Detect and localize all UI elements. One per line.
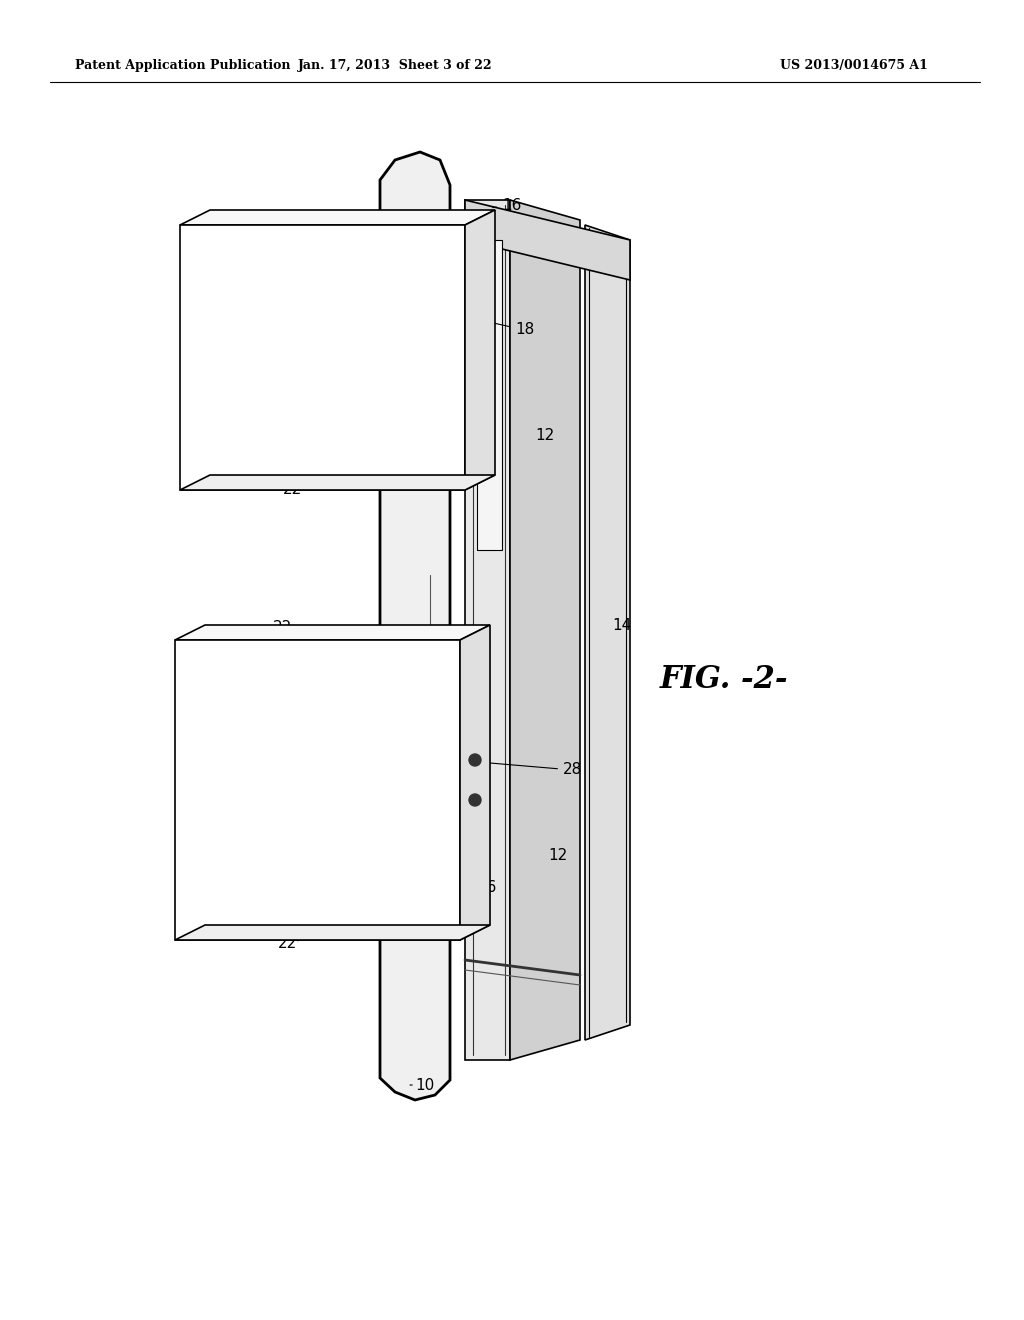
Text: 18: 18 xyxy=(482,321,535,338)
Polygon shape xyxy=(510,201,580,1060)
Polygon shape xyxy=(465,201,510,1060)
Polygon shape xyxy=(585,224,630,1040)
Polygon shape xyxy=(180,475,495,490)
Polygon shape xyxy=(465,210,495,490)
Text: 12: 12 xyxy=(548,847,567,862)
Text: 12: 12 xyxy=(535,428,554,442)
Polygon shape xyxy=(465,201,630,280)
Circle shape xyxy=(469,754,481,766)
Text: 28: 28 xyxy=(481,762,583,777)
Circle shape xyxy=(469,795,481,807)
Text: 14: 14 xyxy=(612,618,631,632)
Text: US 2013/0014675 A1: US 2013/0014675 A1 xyxy=(780,58,928,71)
Polygon shape xyxy=(380,152,450,1100)
Text: 10: 10 xyxy=(410,1077,434,1093)
Text: 22: 22 xyxy=(283,483,302,498)
Polygon shape xyxy=(460,624,490,940)
Text: 22: 22 xyxy=(293,213,312,227)
Polygon shape xyxy=(180,224,465,490)
Text: 20: 20 xyxy=(183,763,203,777)
Text: 26: 26 xyxy=(478,880,498,895)
Text: Patent Application Publication: Patent Application Publication xyxy=(75,58,291,71)
Polygon shape xyxy=(175,624,490,640)
Polygon shape xyxy=(477,240,502,550)
Text: 16: 16 xyxy=(493,198,521,213)
Text: 22: 22 xyxy=(278,936,297,950)
Text: Jan. 17, 2013  Sheet 3 of 22: Jan. 17, 2013 Sheet 3 of 22 xyxy=(298,58,493,71)
Text: 20: 20 xyxy=(188,363,207,378)
Polygon shape xyxy=(175,640,460,940)
Text: 22: 22 xyxy=(273,620,292,635)
Text: FIG. -2-: FIG. -2- xyxy=(660,664,788,696)
Polygon shape xyxy=(180,210,495,224)
Polygon shape xyxy=(175,925,490,940)
